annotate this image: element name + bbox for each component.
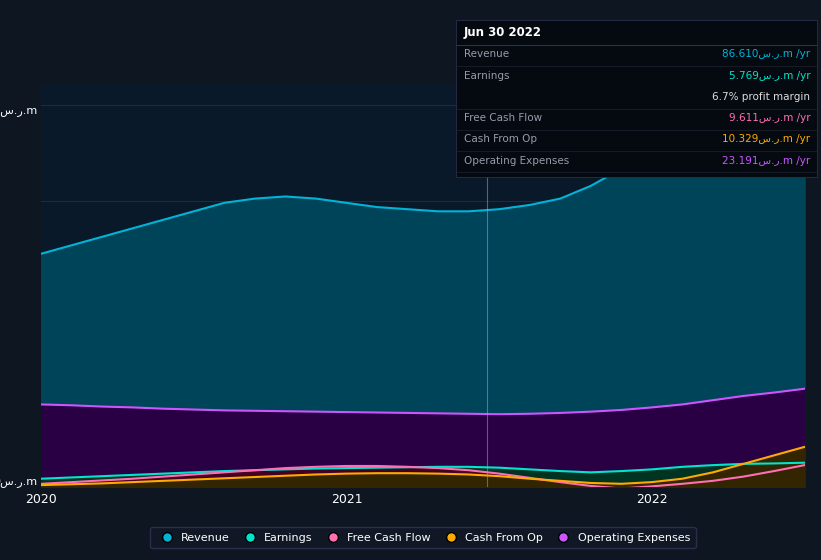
Text: 23.191س.ر.m /yr: 23.191س.ر.m /yr — [722, 156, 810, 166]
Text: 86.610س.ر.m /yr: 86.610س.ر.m /yr — [722, 49, 810, 59]
Text: Earnings: Earnings — [464, 71, 509, 81]
Text: 5.769س.ر.m /yr: 5.769س.ر.m /yr — [729, 71, 810, 81]
Text: Cash From Op: Cash From Op — [464, 134, 537, 144]
Text: 0س.ر.m: 0س.ر.m — [0, 476, 37, 487]
Text: 10.329س.ر.m /yr: 10.329س.ر.m /yr — [722, 134, 810, 144]
Text: 6.7% profit margin: 6.7% profit margin — [713, 92, 810, 102]
Text: Operating Expenses: Operating Expenses — [464, 156, 569, 166]
Legend: Revenue, Earnings, Free Cash Flow, Cash From Op, Operating Expenses: Revenue, Earnings, Free Cash Flow, Cash … — [150, 527, 695, 548]
Text: 90س.ر.m: 90س.ر.m — [0, 105, 37, 116]
Text: Free Cash Flow: Free Cash Flow — [464, 113, 542, 123]
Text: 9.611س.ر.m /yr: 9.611س.ر.m /yr — [729, 113, 810, 123]
Text: Jun 30 2022: Jun 30 2022 — [464, 26, 542, 39]
Text: Revenue: Revenue — [464, 49, 509, 59]
